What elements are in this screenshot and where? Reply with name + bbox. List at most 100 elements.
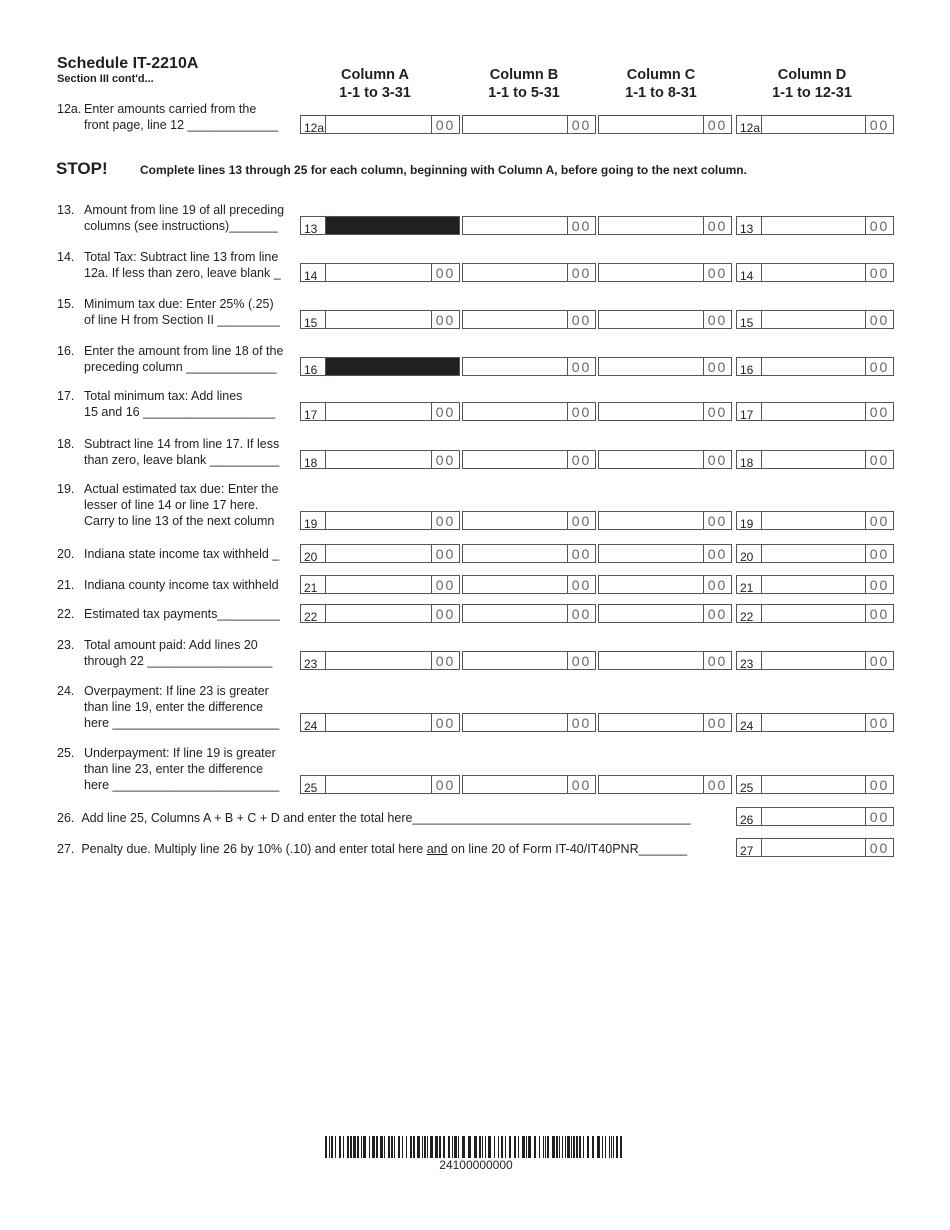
cents-field[interactable]: 00 [703, 714, 731, 731]
line-16-column-d-field[interactable]: 16 00 [736, 357, 894, 377]
line-12a-column-b-field[interactable]: 00 [462, 115, 596, 134]
line-13-column-a-field[interactable]: 13 [300, 216, 460, 236]
cents-field[interactable]: 00 [865, 451, 893, 468]
line-21-column-b-field[interactable]: 00 [462, 575, 596, 594]
cents-field[interactable]: 00 [865, 839, 893, 856]
line-18-column-a-field[interactable]: 18 00 [300, 450, 460, 470]
cents-field[interactable]: 00 [865, 545, 893, 562]
cents-field[interactable]: 00 [865, 776, 893, 793]
cents-field[interactable]: 00 [703, 358, 731, 375]
line-15-column-a-field[interactable]: 15 00 [300, 310, 460, 330]
line-23-column-c-field[interactable]: 00 [598, 651, 732, 670]
line-27-field[interactable]: 27 00 [736, 838, 894, 858]
line-24-column-c-field[interactable]: 00 [598, 713, 732, 732]
line-20-column-c-field[interactable]: 00 [598, 544, 732, 563]
line-26-field[interactable]: 26 00 [736, 807, 894, 827]
line-16-column-b-field[interactable]: 00 [462, 357, 596, 376]
cents-field[interactable]: 00 [865, 714, 893, 731]
cents-field[interactable]: 00 [703, 451, 731, 468]
cents-field[interactable]: 00 [703, 217, 731, 234]
cents-field[interactable]: 00 [703, 652, 731, 669]
cents-field[interactable]: 00 [865, 403, 893, 420]
cents-field[interactable]: 00 [567, 403, 595, 420]
line-22-column-a-field[interactable]: 22 00 [300, 604, 460, 624]
cents-field[interactable]: 00 [865, 512, 893, 529]
line-20-column-d-field[interactable]: 20 00 [736, 544, 894, 564]
line-14-column-b-field[interactable]: 00 [462, 263, 596, 282]
line-16-column-c-field[interactable]: 00 [598, 357, 732, 376]
line-25-column-b-field[interactable]: 00 [462, 775, 596, 794]
line-12a-column-d-field[interactable]: 12a 00 [736, 115, 894, 135]
cents-field[interactable]: 00 [431, 512, 459, 529]
line-14-column-c-field[interactable]: 00 [598, 263, 732, 282]
line-22-column-c-field[interactable]: 00 [598, 604, 732, 623]
cents-field[interactable]: 00 [703, 545, 731, 562]
cents-field[interactable]: 00 [567, 652, 595, 669]
line-16-column-a-field[interactable]: 16 [300, 357, 460, 377]
line-15-column-c-field[interactable]: 00 [598, 310, 732, 329]
cents-field[interactable]: 00 [703, 605, 731, 622]
cents-field[interactable]: 00 [567, 512, 595, 529]
line-19-column-a-field[interactable]: 19 00 [300, 511, 460, 531]
line-12a-column-a-field[interactable]: 12a 00 [300, 115, 460, 135]
cents-field[interactable]: 00 [865, 358, 893, 375]
cents-field[interactable]: 00 [431, 116, 459, 133]
line-21-column-d-field[interactable]: 21 00 [736, 575, 894, 595]
line-23-column-b-field[interactable]: 00 [462, 651, 596, 670]
cents-field[interactable]: 00 [567, 116, 595, 133]
cents-field[interactable]: 00 [567, 217, 595, 234]
line-15-column-d-field[interactable]: 15 00 [736, 310, 894, 330]
line-23-column-a-field[interactable]: 23 00 [300, 651, 460, 671]
cents-field[interactable]: 00 [703, 403, 731, 420]
cents-field[interactable]: 00 [567, 545, 595, 562]
line-24-column-d-field[interactable]: 24 00 [736, 713, 894, 733]
cents-field[interactable]: 00 [865, 217, 893, 234]
cents-field[interactable]: 00 [865, 264, 893, 281]
cents-field[interactable]: 00 [431, 714, 459, 731]
line-14-column-a-field[interactable]: 14 00 [300, 263, 460, 283]
line-17-column-d-field[interactable]: 17 00 [736, 402, 894, 422]
cents-field[interactable]: 00 [567, 714, 595, 731]
cents-field[interactable]: 00 [703, 776, 731, 793]
cents-field[interactable]: 00 [431, 264, 459, 281]
line-25-column-d-field[interactable]: 25 00 [736, 775, 894, 795]
line-19-column-b-field[interactable]: 00 [462, 511, 596, 530]
line-13-column-b-field[interactable]: 00 [462, 216, 596, 235]
cents-field[interactable]: 00 [567, 264, 595, 281]
line-17-column-c-field[interactable]: 00 [598, 402, 732, 421]
line-21-column-a-field[interactable]: 21 00 [300, 575, 460, 595]
line-25-column-c-field[interactable]: 00 [598, 775, 732, 794]
cents-field[interactable]: 00 [865, 116, 893, 133]
cents-field[interactable]: 00 [865, 808, 893, 825]
line-25-column-a-field[interactable]: 25 00 [300, 775, 460, 795]
line-17-column-a-field[interactable]: 17 00 [300, 402, 460, 422]
line-22-column-b-field[interactable]: 00 [462, 604, 596, 623]
line-20-column-b-field[interactable]: 00 [462, 544, 596, 563]
line-17-column-b-field[interactable]: 00 [462, 402, 596, 421]
cents-field[interactable]: 00 [431, 652, 459, 669]
cents-field[interactable]: 00 [703, 576, 731, 593]
cents-field[interactable]: 00 [567, 776, 595, 793]
line-22-column-d-field[interactable]: 22 00 [736, 604, 894, 624]
line-18-column-c-field[interactable]: 00 [598, 450, 732, 469]
line-14-column-d-field[interactable]: 14 00 [736, 263, 894, 283]
cents-field[interactable]: 00 [865, 652, 893, 669]
cents-field[interactable]: 00 [567, 311, 595, 328]
line-15-column-b-field[interactable]: 00 [462, 310, 596, 329]
line-13-column-c-field[interactable]: 00 [598, 216, 732, 235]
line-24-column-b-field[interactable]: 00 [462, 713, 596, 732]
line-18-column-b-field[interactable]: 00 [462, 450, 596, 469]
line-21-column-c-field[interactable]: 00 [598, 575, 732, 594]
cents-field[interactable]: 00 [567, 576, 595, 593]
cents-field[interactable]: 00 [865, 311, 893, 328]
line-12a-column-c-field[interactable]: 00 [598, 115, 732, 134]
cents-field[interactable]: 00 [703, 116, 731, 133]
cents-field[interactable]: 00 [431, 311, 459, 328]
line-19-column-c-field[interactable]: 00 [598, 511, 732, 530]
line-24-column-a-field[interactable]: 24 00 [300, 713, 460, 733]
line-23-column-d-field[interactable]: 23 00 [736, 651, 894, 671]
cents-field[interactable]: 00 [431, 451, 459, 468]
cents-field[interactable]: 00 [865, 576, 893, 593]
cents-field[interactable]: 00 [865, 605, 893, 622]
cents-field[interactable]: 00 [703, 311, 731, 328]
